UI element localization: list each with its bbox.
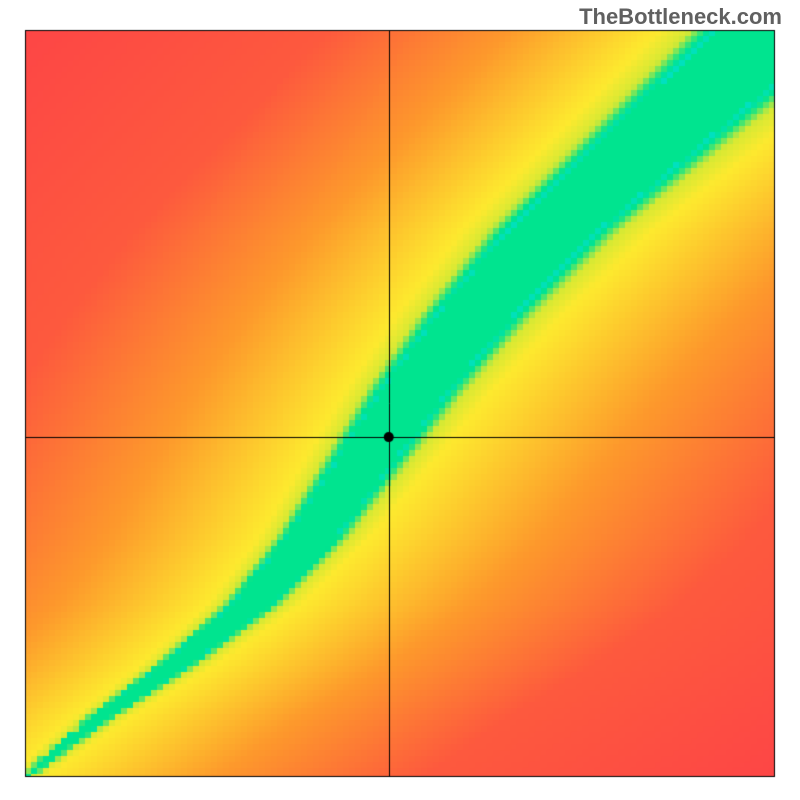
bottleneck-heatmap-canvas bbox=[0, 0, 800, 800]
watermark-label: TheBottleneck.com bbox=[579, 4, 782, 30]
chart-container: TheBottleneck.com bbox=[0, 0, 800, 800]
